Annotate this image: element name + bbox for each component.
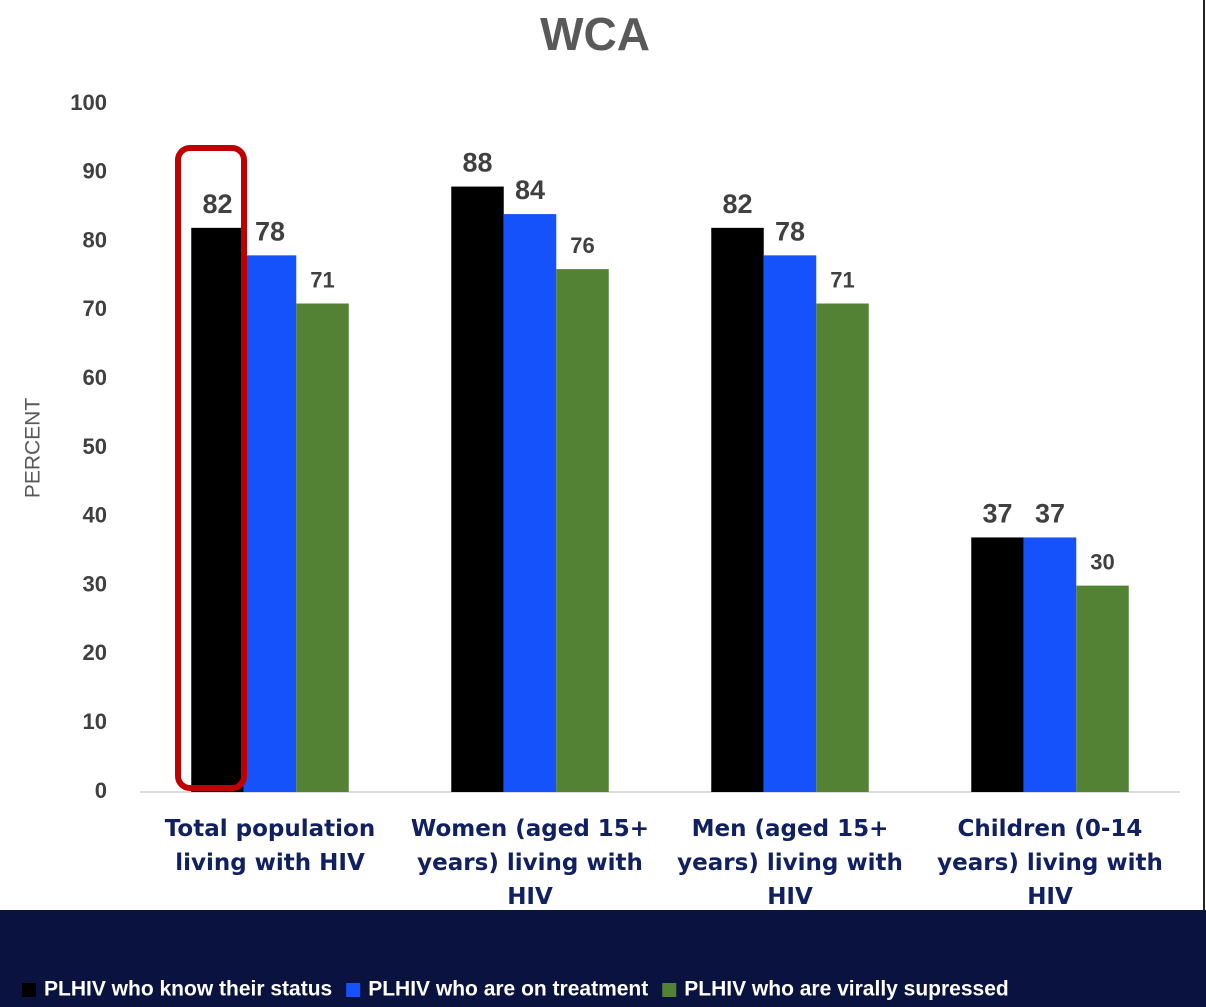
x-tick-label: Children (0-14 years) living with HIV — [937, 816, 1163, 910]
y-tick-label: 20 — [83, 640, 107, 665]
y-tick-label: 10 — [83, 709, 107, 734]
legend-swatch — [346, 983, 361, 997]
bar — [1076, 585, 1129, 792]
data-label: 76 — [570, 233, 594, 258]
legend-label: PLHIV who know their status — [44, 978, 332, 1001]
bar — [816, 303, 869, 792]
legend-swatch — [662, 983, 677, 997]
data-label: 71 — [310, 267, 334, 292]
bar — [243, 255, 297, 793]
y-axis-label: PERCENT — [22, 398, 45, 499]
legend-swatch — [22, 983, 36, 997]
bar — [556, 269, 609, 792]
chart-title: WCA — [540, 8, 650, 60]
bar — [1023, 537, 1077, 792]
plot: 0 10 20 30 40 50 60 70 80 90 100 Total population l… — [22, 90, 1180, 1001]
y-tick-label: 40 — [83, 503, 107, 528]
bar — [191, 227, 244, 793]
y-tick-label: 50 — [83, 434, 107, 459]
x-tick-label-box: Men (aged 15+ years) living with HIV — [677, 816, 903, 910]
data-label: 78 — [775, 216, 805, 246]
y-tick-label: 100 — [70, 90, 107, 115]
x-tick-label: Total population living with HIV — [164, 816, 376, 876]
legend-label: PLHIV who are virally supressed — [684, 978, 1008, 1001]
x-tick-label-box: Total population living with HIV — [164, 816, 376, 876]
data-label: 88 — [462, 148, 492, 178]
x-tick-label: Men (aged 15+ years) living with HIV — [677, 816, 903, 910]
data-label: 84 — [515, 175, 545, 205]
legend-band — [0, 910, 1206, 1007]
data-label: 78 — [255, 216, 285, 246]
bar — [971, 537, 1024, 792]
y-tick-label: 90 — [83, 159, 107, 184]
y-tick-label: 60 — [83, 365, 107, 390]
bar — [763, 255, 817, 793]
data-label: 37 — [1035, 499, 1065, 529]
data-label: 82 — [202, 189, 232, 219]
data-label: 30 — [1090, 549, 1114, 574]
x-tick-label: Women (aged 15+ years) living with HIV — [410, 816, 650, 910]
bar — [296, 303, 349, 792]
data-label: 71 — [830, 267, 854, 292]
y-tick-label: 80 — [83, 227, 107, 252]
bar — [451, 186, 504, 792]
data-label: 37 — [982, 499, 1012, 529]
x-tick-label-box: Children (0-14 years) living with HIV — [937, 816, 1163, 910]
y-tick-label: 70 — [83, 296, 107, 321]
y-tick-label: 0 — [95, 778, 107, 803]
highlight-box — [175, 145, 247, 791]
x-tick-label-box: Women (aged 15+ years) living with HIV — [410, 816, 650, 910]
bar — [711, 227, 764, 793]
data-label: 82 — [722, 189, 752, 219]
legend-label: PLHIV who are on treatment — [368, 978, 648, 1001]
y-tick-label: 30 — [83, 571, 107, 596]
bar — [503, 214, 557, 792]
